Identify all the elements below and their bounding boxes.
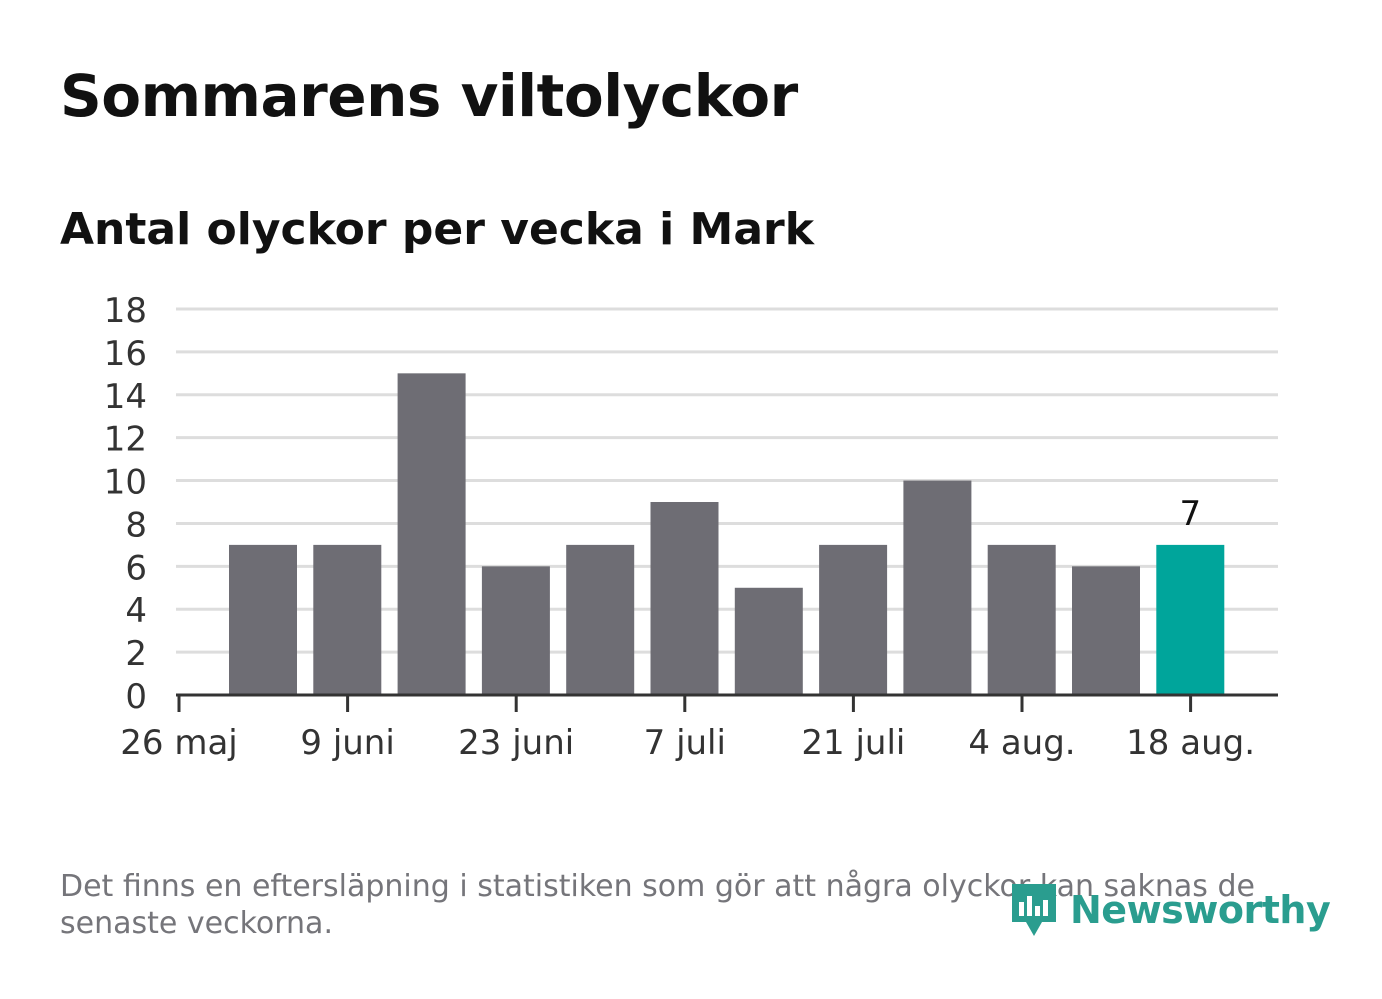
data-label: 7 <box>1179 494 1201 534</box>
x-tick-label: 26 maj <box>120 723 237 763</box>
data-labels: 7 <box>1179 494 1201 534</box>
x-tick-label: 4 aug. <box>968 723 1075 763</box>
y-tick-label: 6 <box>125 548 147 588</box>
bar <box>566 544 635 695</box>
y-tick-label: 2 <box>125 634 147 674</box>
x-tick-label: 7 juli <box>644 723 726 763</box>
bar <box>1072 566 1140 695</box>
bar <box>229 544 297 695</box>
y-tick-label: 8 <box>125 505 147 545</box>
bar <box>734 587 803 695</box>
brand-logo: Newsworthy <box>1008 878 1331 942</box>
bar <box>650 502 719 695</box>
bar <box>987 544 1056 695</box>
y-tick-label: 16 <box>104 334 147 374</box>
x-axis: 26 maj 9 juni 23 juni 7 juli 21 juli 4 aug. 18… <box>120 693 1278 763</box>
bar <box>313 544 382 695</box>
chart-title: Sommarens viltolyckor <box>60 62 798 130</box>
bar <box>903 480 972 695</box>
bar <box>1156 544 1225 695</box>
y-tick-label: 0 <box>125 677 147 717</box>
x-tick-label: 21 juli <box>801 723 905 763</box>
bar <box>819 544 888 695</box>
bars <box>229 373 1225 695</box>
y-tick-label: 4 <box>125 591 147 631</box>
chart-subtitle: Antal olyckor per vecka i Mark <box>60 204 814 255</box>
newsworthy-logo-icon <box>1012 884 1056 936</box>
brand-name: Newsworthy <box>1070 888 1331 932</box>
y-tick-label: 12 <box>104 420 147 460</box>
x-tick-label: 18 aug. <box>1126 723 1255 763</box>
x-tick-label: 9 juni <box>300 723 394 763</box>
bar <box>397 373 466 695</box>
y-tick-label: 14 <box>104 377 147 417</box>
x-tick-label: 23 juni <box>458 723 574 763</box>
y-tick-label: 10 <box>104 463 147 503</box>
bar <box>481 566 550 695</box>
y-tick-label: 18 <box>104 291 147 331</box>
